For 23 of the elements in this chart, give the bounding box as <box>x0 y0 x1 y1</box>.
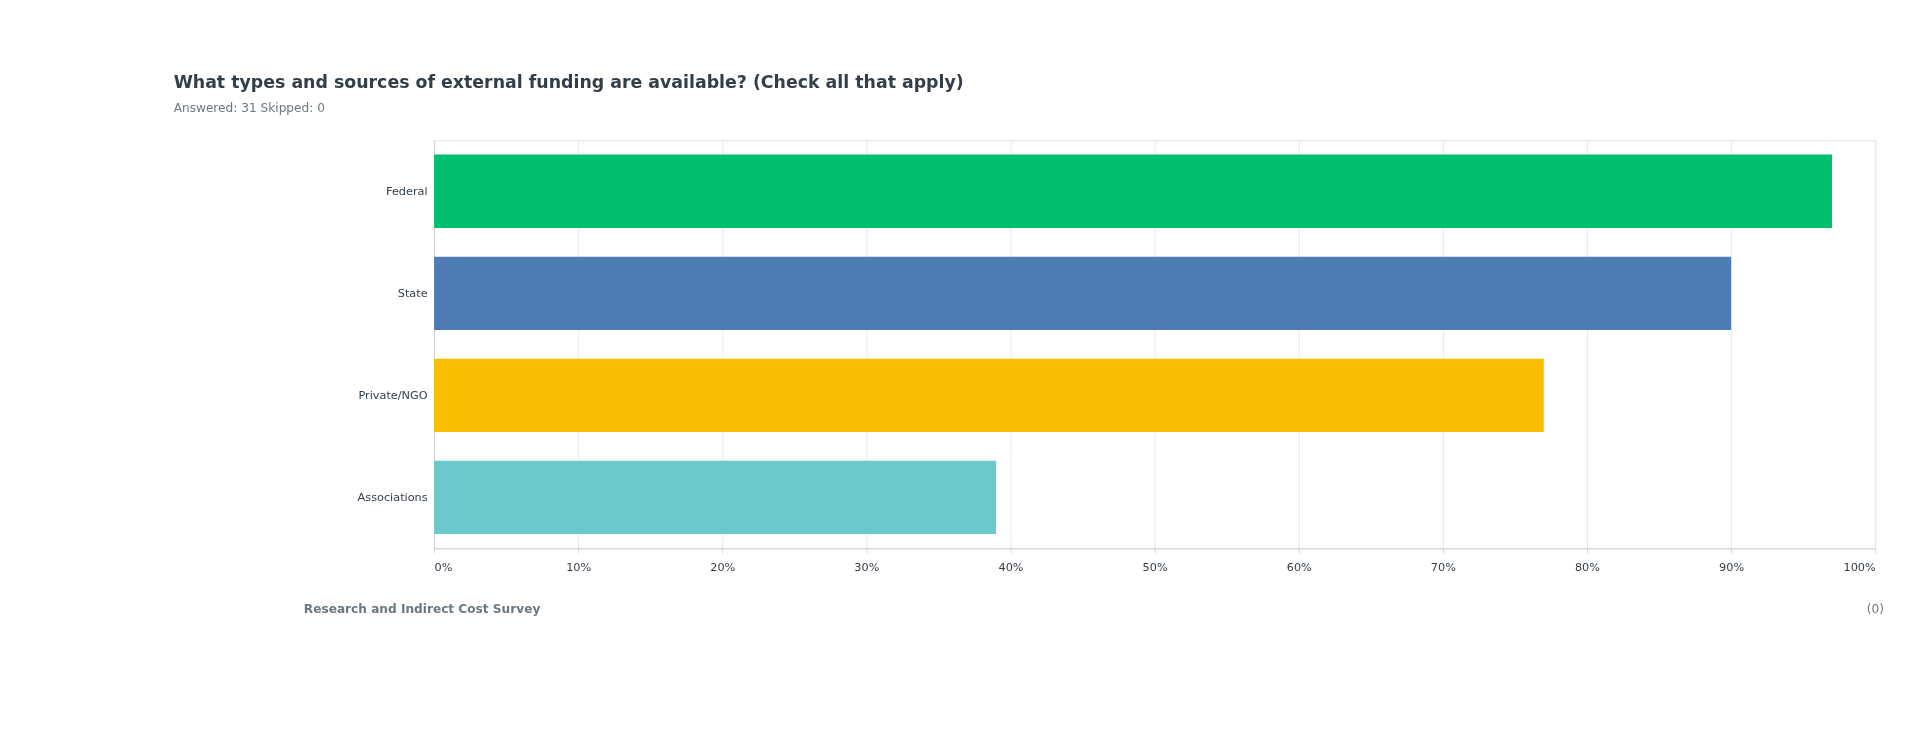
y-tick-label: Associations <box>357 490 428 504</box>
bar <box>434 256 1732 331</box>
bar <box>434 154 1833 229</box>
text: Answered: 31 Skipped: 0 <box>173 100 325 115</box>
x-tick-label: 10% <box>566 560 592 574</box>
x-tick-label: 60% <box>1286 560 1313 574</box>
text: Research and Indirect Cost Survey <box>303 601 541 616</box>
y-tick-label: Federal <box>386 184 428 198</box>
y-tick-label: State <box>397 286 428 300</box>
x-tick-label: 40% <box>998 560 1024 574</box>
y-tick-label: Private/NGO <box>358 388 428 402</box>
text: (0) <box>1866 601 1884 616</box>
x-tick-label: 0% <box>434 560 453 574</box>
bar <box>434 358 1544 433</box>
x-tick-label: 80% <box>1574 560 1601 574</box>
bar <box>434 460 997 535</box>
chart-title: What types and sources of external funding are available? (Check all that apply) <box>173 72 964 93</box>
x-tick-label: 20% <box>710 560 736 574</box>
x-tick-label: 30% <box>854 560 880 574</box>
x-tick-label: 100% <box>1843 560 1876 574</box>
x-tick-label: 90% <box>1719 560 1745 574</box>
x-tick-label: 50% <box>1142 560 1168 574</box>
x-tick-label: 70% <box>1430 560 1457 574</box>
